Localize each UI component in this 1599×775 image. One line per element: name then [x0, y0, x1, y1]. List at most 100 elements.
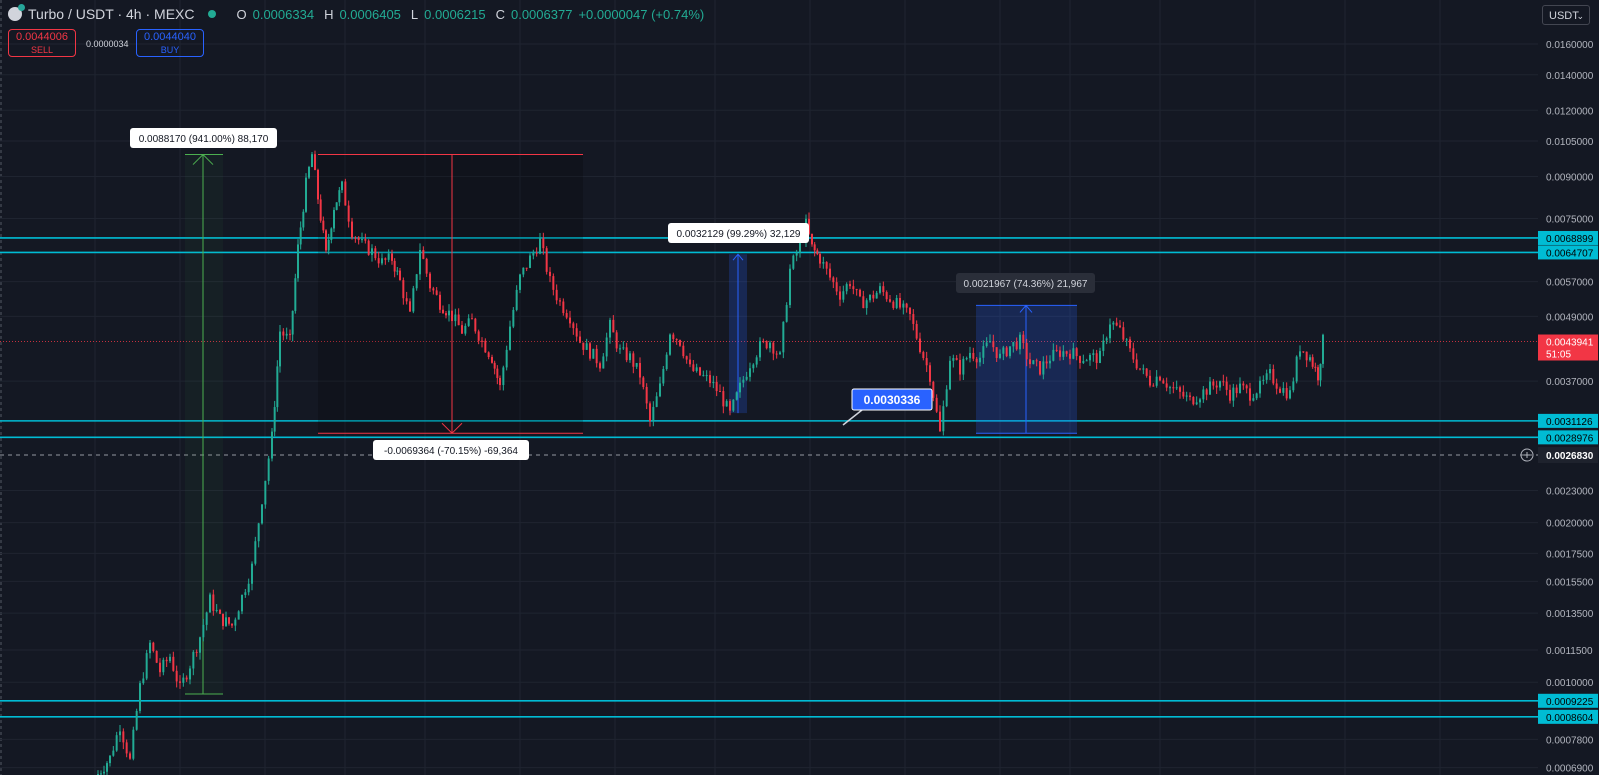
last-price-label: 0.0043941: [1546, 338, 1594, 349]
candle-body: [592, 348, 595, 359]
candle-body: [327, 239, 330, 251]
level-price-box: [1538, 709, 1598, 724]
candle-body: [1279, 388, 1281, 393]
candle-body: [484, 340, 487, 353]
candle-body: [992, 341, 995, 348]
candle-body: [905, 303, 908, 308]
candle-body: [1232, 387, 1235, 401]
candle-body: [985, 342, 988, 347]
candle-body: [525, 267, 528, 269]
candle-body: [493, 362, 496, 369]
candle-body: [461, 325, 463, 334]
candle-body: [1119, 325, 1121, 328]
candle-body: [945, 389, 948, 407]
high-value: 0.0006405: [339, 6, 401, 22]
candle-body: [772, 342, 775, 354]
turbo-logo-icon: [8, 4, 25, 21]
candle-body: [1249, 388, 1251, 401]
candle-body: [692, 364, 695, 371]
candle-body: [308, 166, 310, 178]
candle-body: [100, 773, 102, 775]
candle-body: [491, 357, 493, 363]
candle-body: [1072, 348, 1075, 359]
candle-body: [399, 270, 401, 281]
candle-body: [1082, 361, 1085, 363]
candle-body: [715, 381, 718, 392]
candle-body: [709, 375, 711, 384]
y-tick-label: 0.0105000: [1546, 137, 1594, 148]
candle-body: [302, 211, 305, 228]
y-tick-label: 0.0090000: [1546, 172, 1594, 183]
candle-body: [142, 678, 145, 684]
candle-body: [257, 523, 260, 542]
candle-body: [842, 291, 845, 300]
candle-body: [675, 339, 678, 341]
candle-body: [442, 309, 444, 314]
candle-body: [1212, 381, 1215, 386]
candle-body: [849, 284, 851, 287]
candle-body: [319, 199, 322, 221]
candle-body: [609, 319, 611, 338]
candle-body: [719, 391, 721, 393]
candle-body: [642, 377, 645, 387]
candle-body: [735, 392, 738, 400]
candle-body: [582, 342, 585, 350]
candle-body: [816, 250, 819, 255]
candle-body: [532, 252, 535, 256]
candle-body: [575, 328, 578, 337]
candle-body: [1299, 351, 1301, 357]
candle-body: [649, 403, 651, 421]
candle-body: [219, 609, 221, 614]
candle-body: [1035, 360, 1038, 362]
candle-body: [789, 268, 791, 306]
candle-body: [1165, 383, 1168, 388]
candle-body: [1095, 353, 1098, 363]
candle-body: [162, 659, 165, 673]
level-price-label: 0.0068899: [1546, 234, 1594, 245]
y-tick-label: 0.0160000: [1546, 40, 1594, 51]
candle-body: [1295, 356, 1298, 382]
crosshair-price-label: 0.0026830: [1546, 451, 1594, 462]
candle-body: [374, 248, 377, 259]
candle-body: [762, 341, 765, 343]
currency-select[interactable]: USDT ⌄: [1542, 5, 1590, 25]
candle-body: [165, 659, 168, 662]
candle-body: [384, 258, 387, 260]
crosshair-price-box: [1538, 447, 1598, 464]
candle-body: [1285, 388, 1288, 399]
candle-body: [1252, 398, 1255, 401]
buy-price: 0.0044040: [144, 31, 196, 43]
candle-body: [1225, 381, 1228, 390]
candle-body: [264, 480, 267, 505]
candle-body: [1269, 369, 1271, 374]
candle-body: [175, 670, 178, 682]
candle-body: [182, 677, 185, 683]
buy-button[interactable]: 0.0044040 BUY: [136, 29, 204, 57]
candle-body: [515, 289, 518, 310]
y-tick-label: 0.0037000: [1546, 377, 1594, 388]
candle-body: [725, 401, 728, 407]
candle-body: [149, 642, 151, 654]
candle-body: [765, 341, 768, 349]
candle-body: [1149, 375, 1151, 386]
candle-body: [228, 617, 230, 624]
sell-button[interactable]: 0.0044006 SELL: [8, 29, 76, 57]
candle-body: [432, 288, 435, 291]
candle-body: [565, 313, 568, 318]
candle-body: [457, 314, 460, 326]
buy-label: BUY: [160, 45, 180, 55]
candle-body: [1311, 357, 1314, 367]
candle-body: [729, 401, 731, 411]
candle-body: [1282, 388, 1285, 393]
candle-body: [231, 623, 233, 626]
candle-body: [599, 363, 601, 369]
symbol-title[interactable]: Turbo / USDT · 4h · MEXC: [28, 6, 195, 22]
candle-body: [602, 356, 605, 369]
market-status-icon: [208, 10, 217, 18]
candle-body: [962, 358, 965, 375]
low-value: 0.0006215: [424, 6, 486, 22]
candle-body: [215, 609, 218, 611]
candle-body: [1229, 389, 1231, 401]
candle-body: [330, 228, 333, 240]
